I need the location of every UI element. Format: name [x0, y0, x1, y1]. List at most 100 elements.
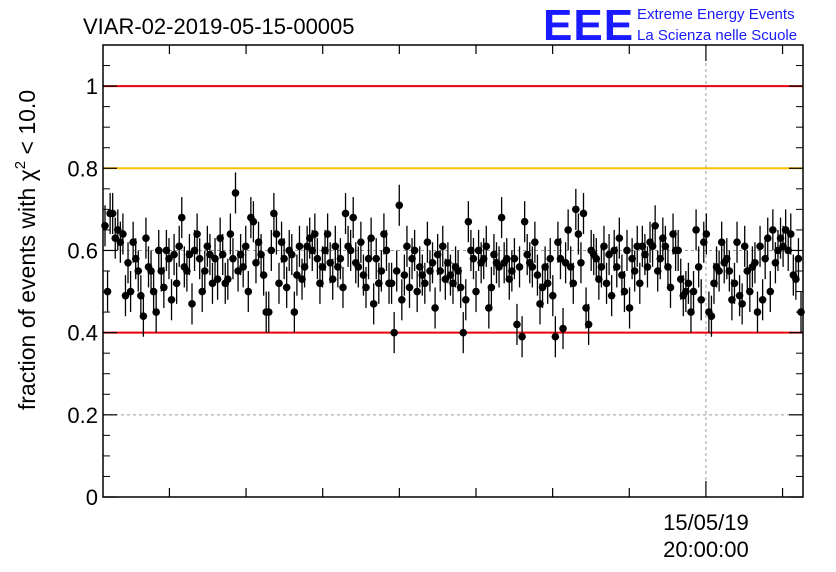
data-point	[316, 279, 324, 288]
data-point	[738, 300, 746, 308]
data-point	[487, 283, 496, 292]
data-point	[295, 242, 304, 251]
data-point	[129, 238, 137, 247]
data-point	[415, 263, 424, 271]
data-point	[275, 279, 283, 288]
data-point	[548, 291, 557, 300]
data-point	[321, 246, 329, 255]
data-point	[364, 254, 373, 263]
data-point	[382, 246, 391, 255]
data-point	[126, 287, 135, 296]
data-point	[515, 263, 524, 271]
data-point	[303, 242, 311, 251]
data-point	[717, 238, 726, 247]
data-point	[520, 217, 529, 226]
data-point	[152, 308, 160, 316]
data-point	[628, 254, 636, 263]
data-point	[794, 254, 803, 263]
data-point	[792, 275, 800, 284]
data-point	[638, 242, 647, 251]
y-axis-label-suffix: < 10.0	[14, 90, 40, 161]
data-point	[147, 267, 155, 275]
data-point	[536, 300, 544, 308]
data-point	[218, 250, 227, 259]
data-point	[508, 267, 516, 275]
data-point	[160, 283, 168, 292]
data-point	[369, 300, 378, 308]
data-point	[195, 254, 204, 263]
data-point	[635, 279, 644, 288]
data-point	[694, 263, 703, 271]
data-point	[730, 279, 739, 288]
data-point	[367, 234, 375, 242]
data-point	[108, 209, 117, 218]
data-point	[641, 250, 649, 259]
data-point	[722, 254, 731, 263]
data-point	[170, 250, 178, 259]
data-point	[241, 242, 250, 251]
data-point	[687, 308, 695, 316]
data-point	[231, 189, 240, 197]
data-point	[305, 234, 314, 242]
logo-letters: EEE	[543, 1, 634, 50]
data-point	[398, 295, 406, 304]
data-point	[354, 263, 363, 271]
data-point	[216, 234, 224, 242]
logo-line-2: La Scienza nelle Scuole	[637, 27, 797, 44]
data-point	[546, 254, 555, 263]
data-point	[505, 275, 514, 284]
data-point	[134, 267, 143, 275]
data-point	[162, 246, 171, 255]
data-point	[474, 246, 483, 255]
data-point	[781, 226, 790, 234]
data-point	[124, 258, 132, 267]
x-tick-label-time: 20:00:00	[663, 537, 749, 562]
data-point	[554, 238, 562, 247]
data-point	[177, 213, 186, 222]
data-point	[697, 295, 706, 304]
data-point	[469, 254, 478, 263]
data-point	[121, 291, 130, 300]
data-point	[239, 263, 247, 271]
data-point	[577, 258, 585, 267]
data-point	[224, 275, 232, 284]
data-point	[472, 287, 480, 296]
data-point	[387, 279, 396, 288]
data-point	[623, 246, 631, 255]
data-point	[328, 275, 337, 284]
data-point	[431, 304, 439, 312]
data-point	[769, 226, 777, 234]
data-point	[786, 230, 795, 238]
data-point	[710, 279, 718, 288]
y-tick-label: 0	[86, 485, 98, 510]
data-point	[664, 263, 672, 271]
data-point	[495, 263, 503, 271]
data-point	[543, 279, 552, 288]
y-axis-label-exponent: 2	[12, 161, 29, 169]
data-point	[357, 238, 365, 247]
data-point	[746, 287, 754, 296]
data-point	[137, 291, 145, 300]
data-point	[165, 254, 173, 263]
data-point	[597, 263, 606, 271]
data-point	[400, 271, 409, 279]
data-point	[395, 201, 404, 210]
data-point	[620, 287, 629, 296]
data-point	[408, 254, 416, 263]
data-point	[684, 279, 693, 288]
data-point	[154, 246, 163, 255]
data-point	[198, 287, 207, 296]
y-tick-label: 0.2	[67, 403, 98, 428]
data-point	[574, 230, 583, 238]
data-point	[676, 275, 685, 284]
data-point	[582, 304, 590, 312]
data-point	[497, 213, 506, 222]
data-point	[692, 226, 700, 234]
data-point	[349, 213, 358, 222]
data-point	[656, 254, 665, 263]
data-point	[418, 271, 427, 279]
data-point	[336, 254, 345, 263]
data-point	[185, 250, 194, 259]
data-point	[188, 300, 196, 308]
data-point	[270, 209, 278, 218]
